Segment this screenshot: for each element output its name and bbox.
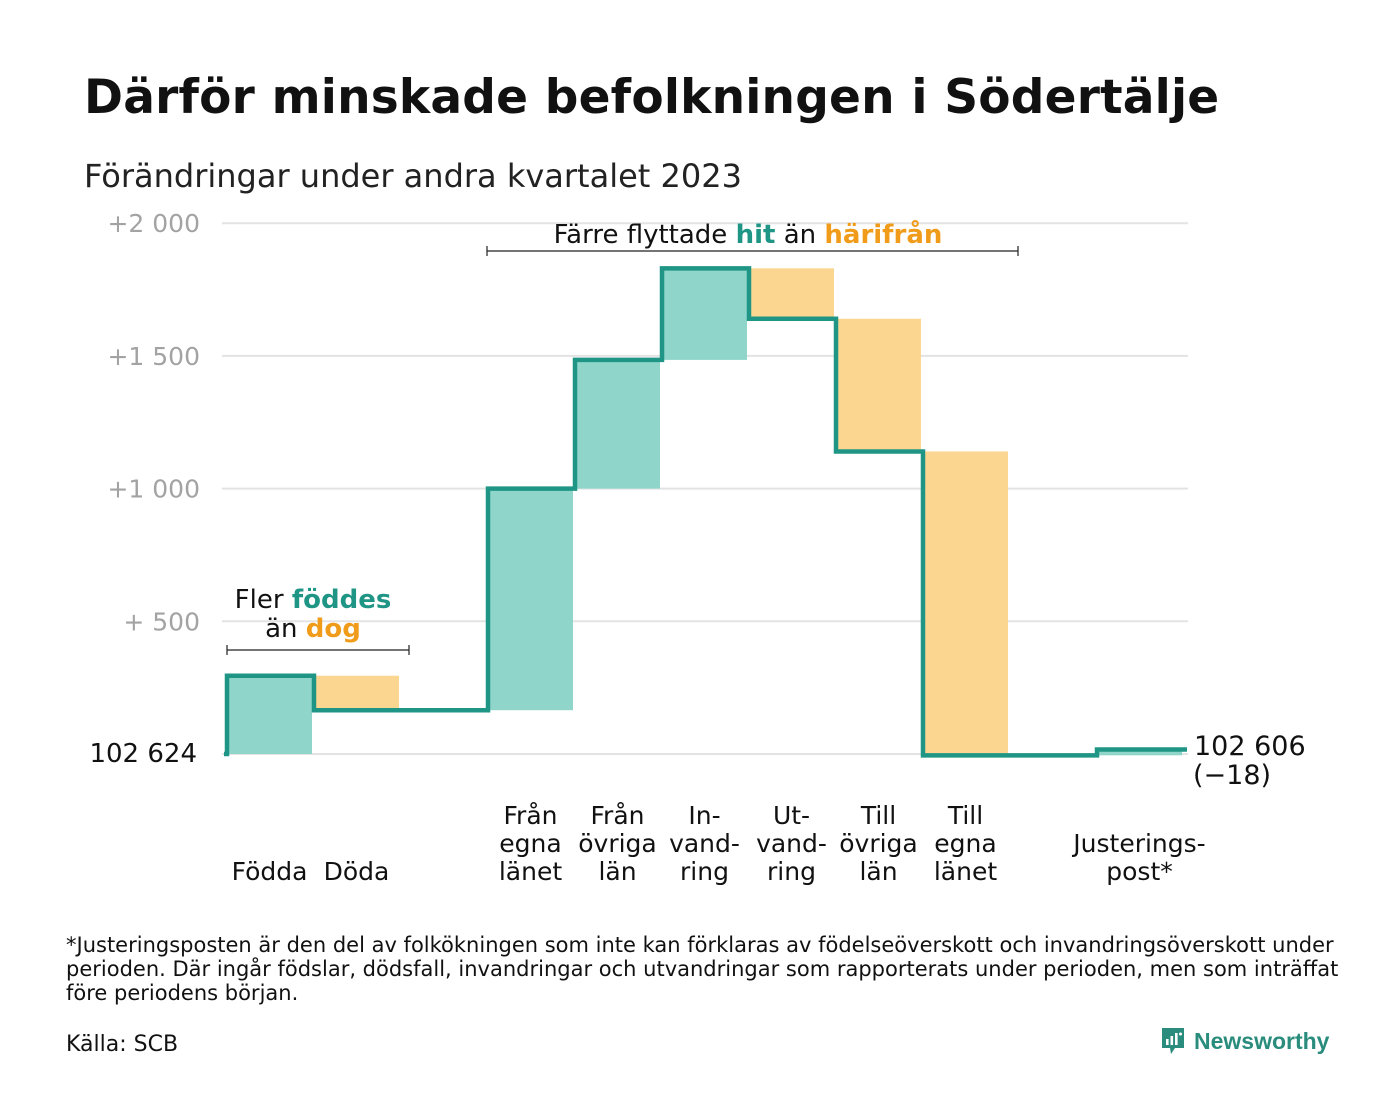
annotation-top-pre: Färre flyttade	[554, 220, 736, 250]
bar-step-7	[923, 451, 1008, 756]
bar-chart-logo-icon	[1162, 1028, 1184, 1054]
annotation-top-hl-hit: hit	[736, 220, 776, 250]
brand[interactable]: Newsworthy	[1160, 1026, 1329, 1056]
cumulative-step-line	[224, 266, 1187, 758]
annotation-left-hl-fodda: föddes	[292, 585, 392, 615]
annotation-top-hl-harifran: härifrån	[824, 218, 942, 250]
annotation-top-mid: än	[775, 220, 824, 250]
annotation-top: Färre flyttade hit än härifrån	[554, 218, 943, 250]
annotation-left-pre2: än	[265, 614, 306, 644]
annotation-left-line2: än dog	[265, 614, 361, 644]
bar-step-0	[227, 675, 312, 754]
x-label-2: Från egna länet	[499, 801, 562, 886]
bracket-left	[226, 645, 410, 655]
bar-step-4	[662, 268, 747, 360]
source-label: Källa: SCB	[66, 1032, 179, 1057]
chart-title: Därför minskade befolkningen i Södertälj…	[84, 70, 1220, 125]
annotation-left-line1: Fler föddes	[235, 585, 392, 615]
ytick-label-0: +2 000	[107, 209, 200, 238]
x-label-3: Från övriga län	[578, 801, 657, 886]
x-label-6: Till övriga län	[839, 801, 918, 886]
chart-subtitle: Förändringar under andra kvartalet 2023	[84, 157, 742, 195]
bar-step-6	[836, 318, 921, 452]
x-label-1: Döda	[324, 857, 390, 886]
ytick-label-2: +1 000	[107, 475, 200, 504]
base-value-label: 102 624	[89, 739, 197, 769]
end-change-label: (−18)	[1193, 760, 1271, 791]
annotation-left-pre: Fler	[235, 585, 292, 615]
bar-step-1	[314, 675, 399, 711]
x-label-0: Födda	[232, 857, 308, 886]
bar-step-8	[1097, 749, 1182, 756]
x-label-7: Till egna länet	[934, 801, 997, 886]
x-label-5: Ut-vand-ring	[756, 801, 827, 886]
bracket-top	[486, 246, 1019, 256]
bar-step-3	[575, 359, 660, 489]
ytick-label-1: +1 500	[107, 342, 200, 371]
x-label-8: Justerings-post*	[1071, 829, 1205, 886]
brand-name: Newsworthy	[1194, 1027, 1330, 1054]
ytick-label-3: + 500	[123, 607, 200, 636]
x-label-4: In-vand-ring	[669, 801, 740, 886]
waterfall-chart: +2 000 +1 500 +1 000 + 500 Födda Döda Från egn…	[89, 209, 1306, 886]
footnote: *Justeringsposten är den del av folkökni…	[66, 933, 1339, 1005]
bar-step-5	[749, 268, 834, 319]
end-value-label: 102 606	[1194, 731, 1306, 762]
bar-step-2	[488, 488, 573, 711]
annotation-left-hl-dog: dog	[306, 614, 361, 644]
